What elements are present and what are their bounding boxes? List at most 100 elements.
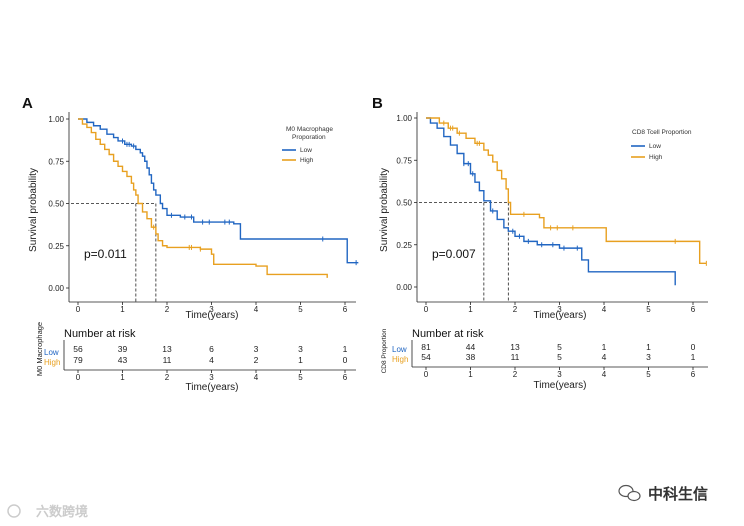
panel-a-legend-title-line2: Proporation	[292, 134, 326, 141]
panel-a-xtick-label: 1	[120, 305, 125, 314]
panel-a-ytick-label: 1.00	[48, 115, 64, 124]
panel-b-risk-high-value: 11	[511, 352, 520, 362]
panel-b-risk-xtick-label: 5	[646, 370, 651, 379]
panel-a-risk-xtick-label: 0	[76, 373, 81, 382]
panel-a-risk-xtick-label: 1	[120, 373, 125, 382]
panel-a-risk-low-value: 39	[118, 344, 128, 354]
panel-b-xtick-label: 5	[646, 305, 651, 314]
panel-a-risk-low-value: 56	[73, 344, 83, 354]
panel-b-curve-high	[426, 117, 707, 265]
panel-a-risk-high-value: 0	[343, 355, 348, 365]
panel-a-risk-values: 56 39 13 6 3 3 179 43 11 4 2 1 00 1 2 3 4 5 6	[73, 344, 348, 382]
panel-a-letter: A	[22, 95, 33, 112]
panel-b-risk-low-label: Low	[392, 345, 407, 354]
panel-a-risk-high-value: 11	[163, 355, 172, 365]
panel-b-risk-title: Number at risk	[412, 328, 484, 340]
panel-b-ytick-label: 0.50	[396, 199, 412, 208]
panel-a-risk-low-value: 3	[298, 344, 303, 354]
panel-b-ytick-label: 0.25	[396, 241, 412, 250]
wechat-icon	[618, 484, 641, 502]
watermark-right-text: 中科生信	[648, 485, 708, 503]
panel-a-risk-low-value: 13	[162, 344, 172, 354]
panel-a-risk-low-value: 6	[209, 344, 214, 354]
panel-b-risk-low-value: 1	[602, 342, 607, 352]
panel-a-xtick-label: 5	[298, 305, 303, 314]
watermark-left-text: 六数跨境	[36, 504, 88, 519]
panel-a-risk-xtick-label: 5	[298, 373, 303, 382]
panel-b-risk-high-value: 38	[466, 352, 476, 362]
panel-b-risk-low-value: 1	[646, 342, 651, 352]
panel-b-risk-high-value: 54	[421, 352, 431, 362]
panel-a-xtick-label: 3	[209, 305, 214, 314]
panel-a: A 0.000.250.500.751.000 1 2 3 4 5 6 Survival p…	[22, 95, 359, 393]
panel-a-risk-low-value: 1	[343, 344, 348, 354]
panel-b-y-label: Survival probability	[379, 168, 390, 252]
panel-a-risk-xtick-label: 2	[165, 373, 170, 382]
panel-a-ytick-label: 0.75	[48, 157, 64, 166]
panel-b-risk-xtick-label: 4	[602, 370, 607, 379]
panel-a-legend-high: High	[300, 157, 314, 164]
panel-b-risk-x-label: Time(years)	[534, 380, 587, 391]
panel-b-xtick-label: 1	[468, 305, 473, 314]
panel-b-ytick-label: 1.00	[396, 114, 412, 123]
panel-b-risk-low-value: 0	[691, 342, 696, 352]
panel-a-risk-xtick-label: 6	[343, 373, 348, 382]
panel-a-xtick-label: 0	[76, 305, 81, 314]
panel-b-risk-high-value: 3	[646, 352, 651, 362]
panel-b-xtick-label: 2	[513, 305, 518, 314]
panel-b-risk-xtick-label: 0	[424, 370, 429, 379]
panel-b-risk-low-value: 5	[557, 342, 562, 352]
panel-b-xtick-label: 0	[424, 305, 429, 314]
panel-b-ytick-label: 0.00	[396, 283, 412, 292]
panel-a-ytick-label: 0.50	[48, 200, 64, 209]
panel-b-legend-title: CD8 Tcell Proportion	[632, 129, 692, 136]
panel-a-risk-high-value: 2	[254, 355, 259, 365]
panel-a-legend-title-line1: M0 Macrophage	[286, 126, 333, 133]
panel-a-xtick-label: 2	[165, 305, 170, 314]
watermark-left-icon	[7, 504, 21, 518]
panel-a-curve-low	[78, 118, 359, 264]
panel-a-xtick-label: 6	[343, 305, 348, 314]
panel-a-risk-x-label: Time(years)	[186, 382, 239, 393]
panel-a-ytick-label: 0.25	[48, 242, 64, 251]
panel-b-xtick-label: 6	[691, 305, 696, 314]
panel-b-plot-area: 0.00 0.25 0.50 0.75 1.00 0 1 2 3 4 5 6	[396, 114, 707, 314]
panel-b-legend-high: High	[649, 154, 663, 161]
watermark-left: 六数跨境	[7, 504, 88, 519]
panel-b-xtick-label: 3	[557, 305, 562, 314]
panel-a-risk-low-value: 3	[254, 344, 259, 354]
panel-b-risk-xtick-label: 3	[557, 370, 562, 379]
panel-b-risk-side-label: CD8 Proportion	[381, 328, 388, 373]
panel-b-pvalue: p=0.007	[432, 247, 476, 261]
panel-a-y-label: Survival probability	[28, 168, 39, 252]
panel-a-pvalue: p=0.011	[84, 247, 127, 261]
panel-b-risk-high-value: 4	[602, 352, 607, 362]
panel-b-x-label: Time(years)	[534, 310, 587, 321]
panel-b-xtick-label: 4	[602, 305, 607, 314]
panel-a-legend-low: Low	[300, 147, 312, 154]
panel-a-risk-high-value: 1	[298, 355, 303, 365]
panel-a-xtick-label: 4	[254, 305, 259, 314]
panel-a-risk-xtick-label: 3	[209, 373, 214, 382]
panel-a-x-label: Time(years)	[186, 310, 239, 321]
panel-b-risk-values: 81 44 13 5 1 1 054 38 11 5 4 3 10 1 2 3 4 5 6	[421, 342, 696, 379]
panel-a-curve-high	[78, 118, 328, 278]
panel-b-risk-high-value: 1	[691, 352, 696, 362]
panel-b-risk-high-value: 5	[557, 352, 562, 362]
panel-a-risk-side-label: M0 Macrophage	[35, 322, 44, 376]
panel-a-risk-low-label: Low	[44, 348, 59, 357]
panel-b: B 0.000.250.500.751.000 1 2 3 4 5 6 Survival p…	[372, 95, 708, 391]
panel-b-risk-xtick-label: 6	[691, 370, 696, 379]
panel-a-risk-high-value: 43	[118, 355, 128, 365]
panel-a-plot-area: 0.00 0.25 0.50 0.75 1.00 0 1 2 3 4 5 6	[48, 115, 359, 314]
panel-b-curve-low	[426, 117, 676, 286]
panel-b-risk-xtick-label: 1	[468, 370, 473, 379]
panel-b-legend-low: Low	[649, 143, 661, 150]
panel-b-ytick-label: 0.75	[396, 156, 412, 165]
panel-b-risk-low-value: 44	[466, 342, 476, 352]
panel-a-ytick-label: 0.00	[48, 284, 64, 293]
panel-b-risk-low-value: 13	[510, 342, 520, 352]
panel-a-risk-high-value: 4	[209, 355, 214, 365]
panel-a-risk-high-value: 79	[73, 355, 83, 365]
